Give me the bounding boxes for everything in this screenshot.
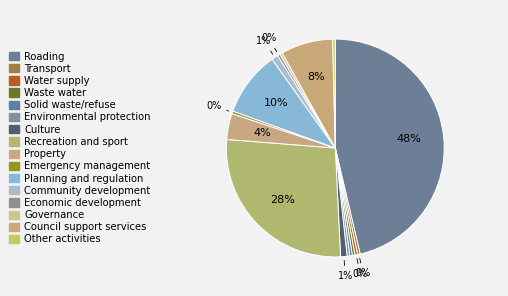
Text: 0%: 0% bbox=[206, 101, 229, 111]
Wedge shape bbox=[335, 148, 360, 255]
Text: 0%: 0% bbox=[353, 259, 368, 279]
Wedge shape bbox=[277, 54, 335, 148]
Legend: Roading, Transport, Water supply, Waste water, Solid waste/refuse, Environmental: Roading, Transport, Water supply, Waste … bbox=[8, 51, 151, 245]
Text: 1%: 1% bbox=[257, 36, 273, 54]
Text: 28%: 28% bbox=[270, 194, 295, 205]
Wedge shape bbox=[227, 139, 340, 257]
Wedge shape bbox=[333, 39, 335, 148]
Wedge shape bbox=[227, 114, 335, 148]
Wedge shape bbox=[233, 59, 335, 148]
Wedge shape bbox=[335, 148, 353, 256]
Text: 0%: 0% bbox=[356, 258, 371, 279]
Text: 8%: 8% bbox=[307, 72, 325, 82]
Wedge shape bbox=[280, 53, 335, 148]
Wedge shape bbox=[335, 148, 350, 256]
Text: 48%: 48% bbox=[396, 134, 421, 144]
Wedge shape bbox=[272, 56, 335, 148]
Wedge shape bbox=[335, 148, 358, 255]
Wedge shape bbox=[335, 148, 355, 255]
Text: 0%: 0% bbox=[261, 33, 277, 52]
Text: 4%: 4% bbox=[254, 128, 272, 138]
Wedge shape bbox=[232, 111, 335, 148]
Text: 10%: 10% bbox=[264, 98, 289, 108]
Wedge shape bbox=[282, 39, 335, 148]
Text: 1%: 1% bbox=[338, 260, 353, 281]
Wedge shape bbox=[335, 148, 347, 257]
Wedge shape bbox=[335, 39, 444, 254]
